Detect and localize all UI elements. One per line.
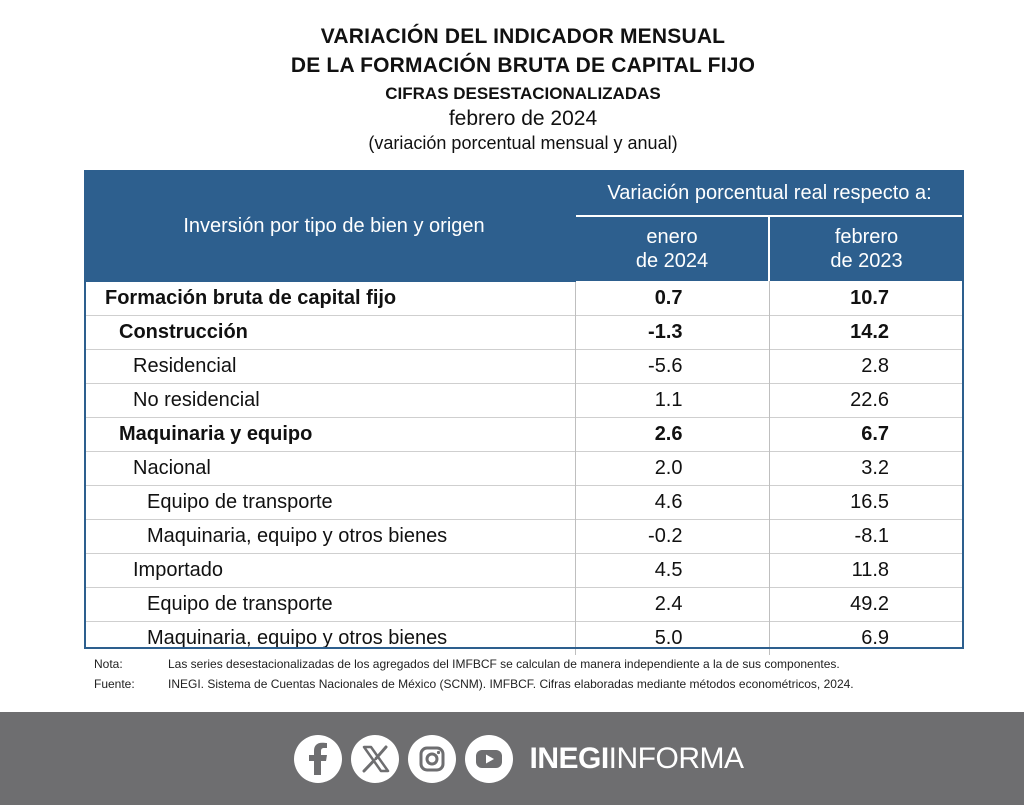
title-line-3: CIFRAS DESESTACIONALIZADAS	[385, 84, 661, 103]
row-label: Maquinaria, equipo y otros bienes	[85, 519, 575, 554]
row-value-annual: 11.8	[768, 553, 964, 588]
header-concept: Inversión por tipo de bien y origen	[84, 170, 576, 282]
row-label: Construcción	[85, 315, 575, 350]
row-label: Maquinaria, equipo y otros bienes	[85, 621, 575, 655]
header-col-annual-line1: febrero	[834, 226, 899, 248]
row-value-monthly: 2.6	[574, 417, 769, 452]
row-value-monthly: -0.2	[574, 519, 769, 554]
header-col-annual: febrero de 2023	[767, 216, 964, 281]
notes-block: Nota: Las series desestacionalizadas de …	[94, 654, 854, 694]
header-col-monthly-line1: enero	[646, 226, 698, 248]
note-row: Nota: Las series desestacionalizadas de …	[94, 654, 854, 674]
row-value-monthly: 1.1	[574, 383, 769, 418]
header-col-monthly: enero de 2024	[574, 216, 769, 281]
row-value-monthly: 2.0	[574, 451, 769, 486]
source-text: INEGI. Sistema de Cuentas Nacionales de …	[168, 677, 854, 691]
table-row: Construcción -1.3 14.2	[85, 315, 964, 350]
title-units: (variación porcentual mensual y anual)	[368, 133, 678, 153]
table-row: Formación bruta de capital fijo 0.7 10.7	[85, 281, 964, 316]
row-value-annual: 6.9	[768, 621, 964, 655]
footer-bar: INEGIINFORMA	[0, 712, 1024, 805]
title-line-2: DE LA FORMACIÓN BRUTA DE CAPITAL FIJO	[290, 54, 756, 77]
row-label: Formación bruta de capital fijo	[105, 287, 397, 309]
brand-bold: INEGI	[529, 741, 609, 775]
title-period: febrero de 2024	[448, 107, 598, 130]
note-label: Nota:	[94, 657, 123, 671]
social-icons	[294, 734, 514, 783]
header-col-monthly-line2: de 2024	[635, 250, 709, 272]
row-value-monthly: -5.6	[574, 349, 769, 384]
header-col-annual-line2: de 2023	[830, 250, 903, 272]
source-row: Fuente: INEGI. Sistema de Cuentas Nacion…	[94, 674, 854, 694]
table-row: No residencial 1.1 22.6	[85, 383, 964, 418]
row-value-annual: 16.5	[768, 485, 964, 520]
row-value-annual: 3.2	[768, 451, 964, 486]
title-line-1: VARIACIÓN DEL INDICADOR MENSUAL	[320, 25, 726, 48]
row-label: Maquinaria y equipo	[85, 417, 575, 452]
instagram-icon[interactable]	[408, 734, 457, 783]
table-row: Nacional 2.0 3.2	[85, 451, 964, 486]
row-value-annual: -8.1	[768, 519, 964, 554]
table-row: Residencial -5.6 2.8	[85, 349, 964, 384]
row-value-annual: 22.6	[768, 383, 964, 418]
x-icon[interactable]	[351, 734, 400, 783]
row-value-monthly: 0.7	[574, 281, 769, 316]
table-row: Maquinaria, equipo y otros bienes 5.0 6.…	[85, 621, 964, 655]
row-value-monthly: 4.6	[574, 485, 769, 520]
row-label: No residencial	[85, 383, 575, 418]
header-variation: Variación porcentual real respecto a:	[573, 171, 964, 217]
row-value-annual: 49.2	[768, 587, 964, 622]
row-label: Equipo de transporte	[85, 485, 575, 520]
row-value-annual: 2.8	[768, 349, 964, 384]
youtube-icon[interactable]	[465, 734, 514, 783]
row-value-annual: 14.2	[768, 315, 964, 350]
table-row: Equipo de transporte 2.4 49.2	[85, 587, 964, 622]
table-row: Equipo de transporte 4.6 16.5	[85, 485, 964, 520]
row-label: Nacional	[85, 451, 575, 486]
note-text: Las series desestacionalizadas de los ag…	[168, 657, 840, 671]
row-value-monthly: 4.5	[574, 553, 769, 588]
facebook-icon[interactable]	[294, 734, 343, 783]
table-row: Maquinaria y equipo 2.6 6.7	[85, 417, 964, 452]
row-value-annual: 10.7	[768, 281, 964, 316]
brand-wordmark: INEGIINFORMA	[529, 741, 744, 776]
source-label: Fuente:	[94, 677, 135, 691]
row-label: Importado	[85, 553, 575, 588]
data-table: Inversión por tipo de bien y origen Vari…	[84, 170, 964, 655]
row-value-monthly: -1.3	[574, 315, 769, 350]
row-value-monthly: 2.4	[574, 587, 769, 622]
row-label: Residencial	[85, 349, 575, 384]
table-row: Importado 4.5 11.8	[85, 553, 964, 588]
table-row: Maquinaria, equipo y otros bienes -0.2 -…	[85, 519, 964, 554]
brand-light: INFORMA	[608, 741, 744, 775]
title-block: VARIACIÓN DEL INDICADOR MENSUAL DE LA FO…	[0, 22, 1024, 154]
row-label: Equipo de transporte	[85, 587, 575, 622]
row-value-monthly: 5.0	[574, 621, 769, 655]
row-value-annual: 6.7	[768, 417, 964, 452]
